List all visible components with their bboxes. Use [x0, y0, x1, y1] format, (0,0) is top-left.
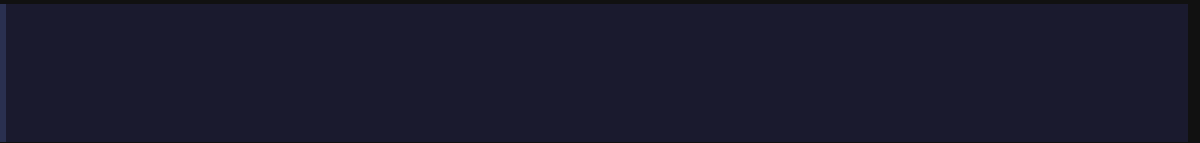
Text: $K_{F}$ = 1.11 and $K_{A}$ = 1.41.: $K_{F}$ = 1.11 and $K_{A}$ = 1.41. [22, 115, 251, 136]
Bar [0, 142, 1200, 143]
Bar [0, 0, 6, 143]
Text: (effective) values. Calculate the absolute and relative methodological error of : (effective) values. Calculate the absolu… [22, 48, 886, 66]
Bar [0, 0, 1200, 4]
Text: voltage of a sawtooth shape. For sawtooth voltage $K_{F}$ = 1.16 and $K_{A}$ = 1: voltage of a sawtooth shape. For sawtoot… [22, 79, 940, 101]
Bar [0, 0, 6, 143]
Text: The voltmeter has an amplitude value rectifier, the scale is graduated to root m: The voltmeter has an amplitude value rec… [22, 17, 866, 35]
Bar [1188, 0, 1200, 143]
